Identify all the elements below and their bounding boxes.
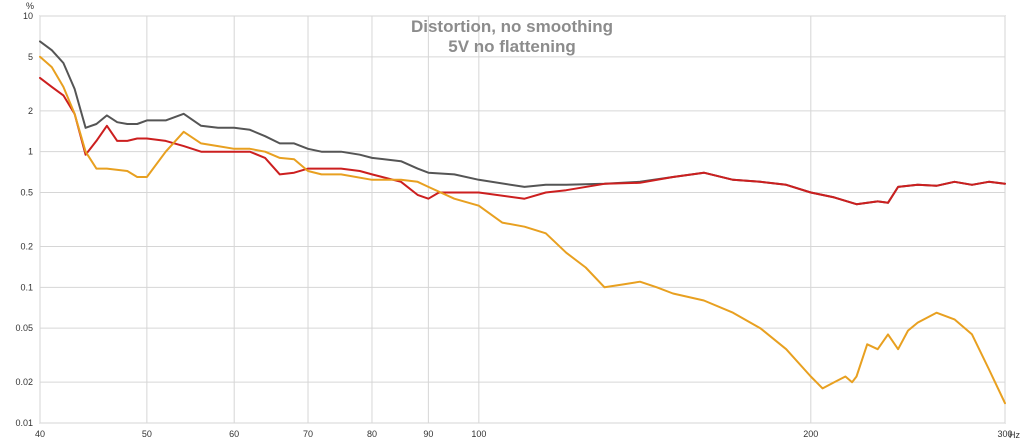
y-tick-label: 2	[28, 106, 33, 116]
series-line-2	[39, 76, 1006, 206]
x-unit-label: Hz	[1009, 430, 1020, 440]
y-tick-label: 5	[28, 52, 33, 62]
x-tick-label: 80	[367, 429, 377, 439]
x-tick-label: 50	[142, 429, 152, 439]
y-tick-label: 0.2	[20, 241, 33, 251]
x-tick-label: 300	[997, 429, 1012, 439]
y-unit-label: %	[26, 1, 34, 11]
y-tick-label: 0.5	[20, 188, 33, 198]
x-tick-label: 200	[803, 429, 818, 439]
plot-area	[39, 15, 1006, 424]
x-tick-label: 100	[471, 429, 486, 439]
y-tick-label: 0.01	[15, 418, 33, 428]
y-tick-labels: 10 5 2 1 0.5 0.2 0.1 0.05 0.02 0.01	[15, 11, 33, 428]
series-line-3	[39, 55, 1006, 405]
x-tick-label: 60	[229, 429, 239, 439]
chart-subtitle: 5V no flattening	[448, 37, 576, 56]
grid-lines	[39, 15, 1006, 424]
y-tick-label: 10	[23, 11, 33, 21]
series-layer	[39, 40, 1006, 405]
x-tick-label: 40	[35, 429, 45, 439]
y-tick-label: 0.1	[20, 282, 33, 292]
y-tick-label: 0.05	[15, 323, 33, 333]
x-tick-label: 90	[423, 429, 433, 439]
x-tick-labels: 40 50 60 70 80 90 100 200 300	[35, 429, 1013, 439]
x-tick-label: 70	[303, 429, 313, 439]
chart-title: Distortion, no smoothing	[411, 17, 613, 36]
y-tick-label: 0.02	[15, 377, 33, 387]
y-tick-label: 1	[28, 147, 33, 157]
